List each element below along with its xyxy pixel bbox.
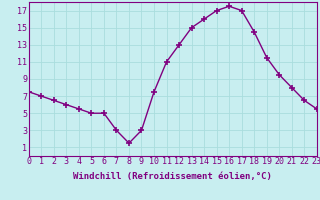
X-axis label: Windchill (Refroidissement éolien,°C): Windchill (Refroidissement éolien,°C) — [73, 172, 272, 181]
